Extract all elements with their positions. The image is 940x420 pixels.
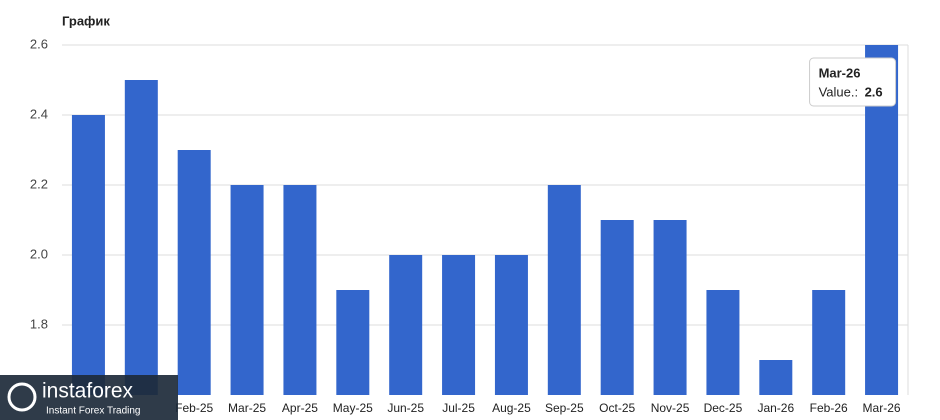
logo-box bbox=[0, 375, 178, 420]
y-tick-label: 2.4 bbox=[30, 106, 48, 121]
x-tick-label: Mar-25 bbox=[228, 401, 266, 415]
tooltip-box bbox=[809, 57, 897, 107]
x-tick-label: Dec-25 bbox=[704, 401, 743, 415]
x-tick-label: Feb-26 bbox=[810, 401, 848, 415]
x-tick-label: Apr-25 bbox=[282, 401, 318, 415]
bar bbox=[547, 185, 581, 395]
y-tick-label: 2.0 bbox=[30, 246, 48, 261]
bar bbox=[600, 220, 634, 395]
x-tick-label: Aug-25 bbox=[492, 401, 531, 415]
x-tick-label: Jul-25 bbox=[442, 401, 475, 415]
x-tick-label: Oct-25 bbox=[599, 401, 635, 415]
bar bbox=[494, 255, 528, 395]
x-tick-label: Jan-26 bbox=[757, 401, 794, 415]
logo-icon bbox=[7, 382, 37, 412]
bar bbox=[389, 255, 423, 395]
bar bbox=[71, 115, 105, 395]
bar bbox=[442, 255, 476, 395]
bar bbox=[759, 360, 793, 395]
bar bbox=[230, 185, 264, 395]
y-tick-label: 2.6 bbox=[30, 36, 48, 51]
bar bbox=[124, 80, 158, 395]
y-tick-label: 2.2 bbox=[30, 176, 48, 191]
x-tick-label: Sep-25 bbox=[545, 401, 584, 415]
x-tick-label: Mar-26 bbox=[863, 401, 901, 415]
bar bbox=[283, 185, 317, 395]
tooltip-value: 2.6 bbox=[865, 84, 883, 99]
bar bbox=[336, 290, 370, 395]
bar bbox=[812, 290, 846, 395]
chart-title: График bbox=[62, 13, 110, 28]
x-tick-label: May-25 bbox=[333, 401, 373, 415]
x-tick-label: Jun-25 bbox=[387, 401, 424, 415]
tooltip-label: Value.: bbox=[819, 84, 859, 99]
bar bbox=[653, 220, 687, 395]
logo-tagline: Instant Forex Trading bbox=[46, 406, 141, 417]
bar bbox=[177, 150, 211, 395]
tooltip-title: Mar-26 bbox=[819, 65, 861, 80]
x-tick-label: Feb-25 bbox=[175, 401, 213, 415]
x-tick-label: Nov-25 bbox=[651, 401, 690, 415]
bar bbox=[706, 290, 740, 395]
y-tick-label: 1.8 bbox=[30, 316, 48, 331]
logo-brand: instaforex bbox=[42, 380, 134, 403]
